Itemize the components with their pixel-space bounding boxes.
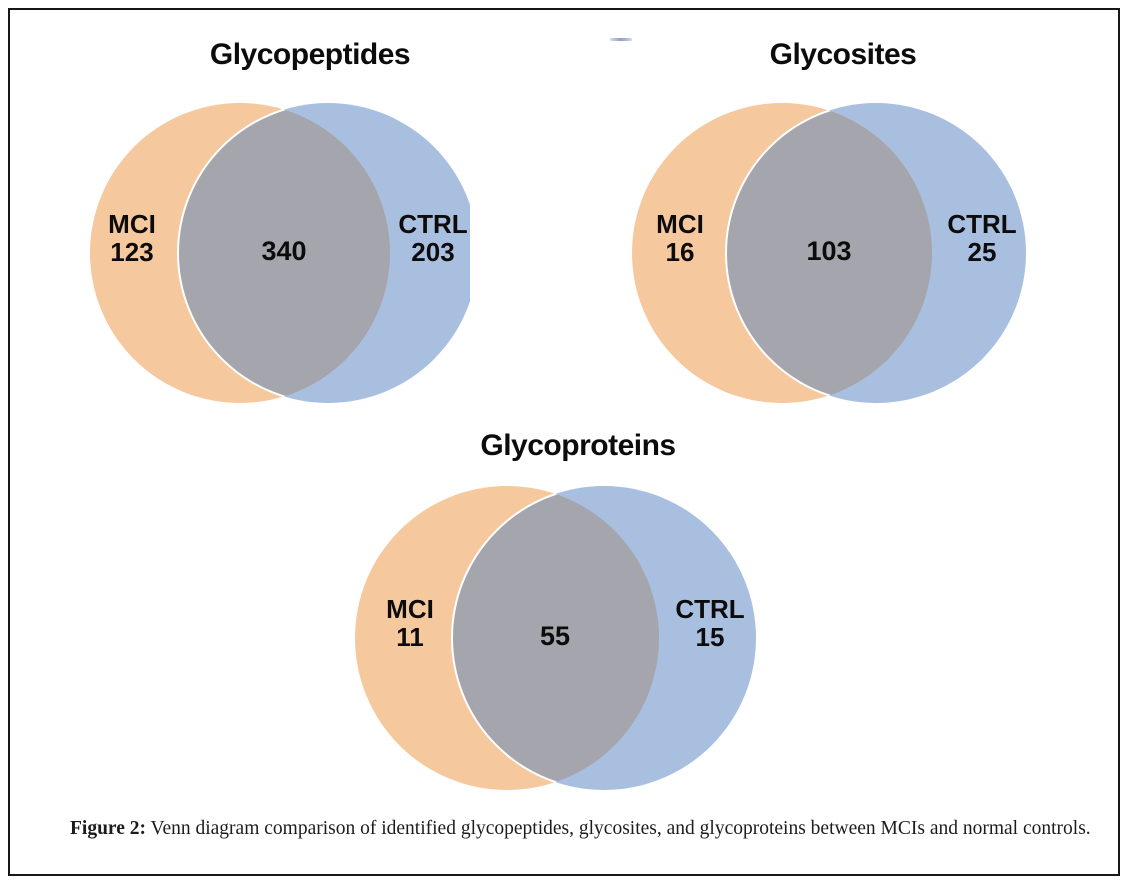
venn-title-glycosites: Glycosites — [769, 38, 917, 71]
figure-frame: Glycopeptides MCI 123 340 CTRL 203 Glyco… — [8, 8, 1120, 876]
mci-label: MCI — [656, 209, 704, 239]
overlap-count: 103 — [806, 236, 851, 266]
mci-label: MCI — [108, 209, 156, 239]
venn-diagram-glycosites: MCI 16 103 CTRL 25 — [632, 103, 1026, 403]
venn-title-glycopeptides: Glycopeptides — [209, 38, 411, 71]
venn-diagram-glycopeptides: MCI 123 340 CTRL 203 — [90, 103, 470, 403]
overlap-count: 340 — [261, 236, 306, 266]
figure-caption: Figure 2: Venn diagram comparison of ide… — [70, 816, 1100, 841]
venn-diagram-glycoproteins: MCI 11 55 CTRL 15 — [355, 486, 756, 790]
venn-title-glycoproteins: Glycoproteins — [480, 429, 676, 462]
mci-unique-count: 123 — [110, 237, 153, 267]
overlap-region — [725, 103, 932, 403]
ctrl-label: CTRL — [398, 209, 467, 239]
ctrl-label: CTRL — [675, 594, 744, 624]
ctrl-unique-count: 203 — [411, 237, 454, 267]
overlap-region — [177, 103, 390, 403]
stray-mark — [610, 38, 632, 41]
ctrl-label: CTRL — [947, 209, 1016, 239]
figure-caption-text: Venn diagram comparison of identified gl… — [146, 818, 1091, 839]
figure-caption-label: Figure 2: — [70, 818, 147, 839]
mci-unique-count: 16 — [666, 237, 695, 267]
mci-label: MCI — [386, 594, 434, 624]
mci-unique-count: 11 — [396, 622, 424, 652]
ctrl-unique-count: 15 — [696, 622, 725, 652]
overlap-region — [451, 486, 659, 790]
overlap-count: 55 — [540, 621, 570, 651]
ctrl-unique-count: 25 — [968, 237, 997, 267]
